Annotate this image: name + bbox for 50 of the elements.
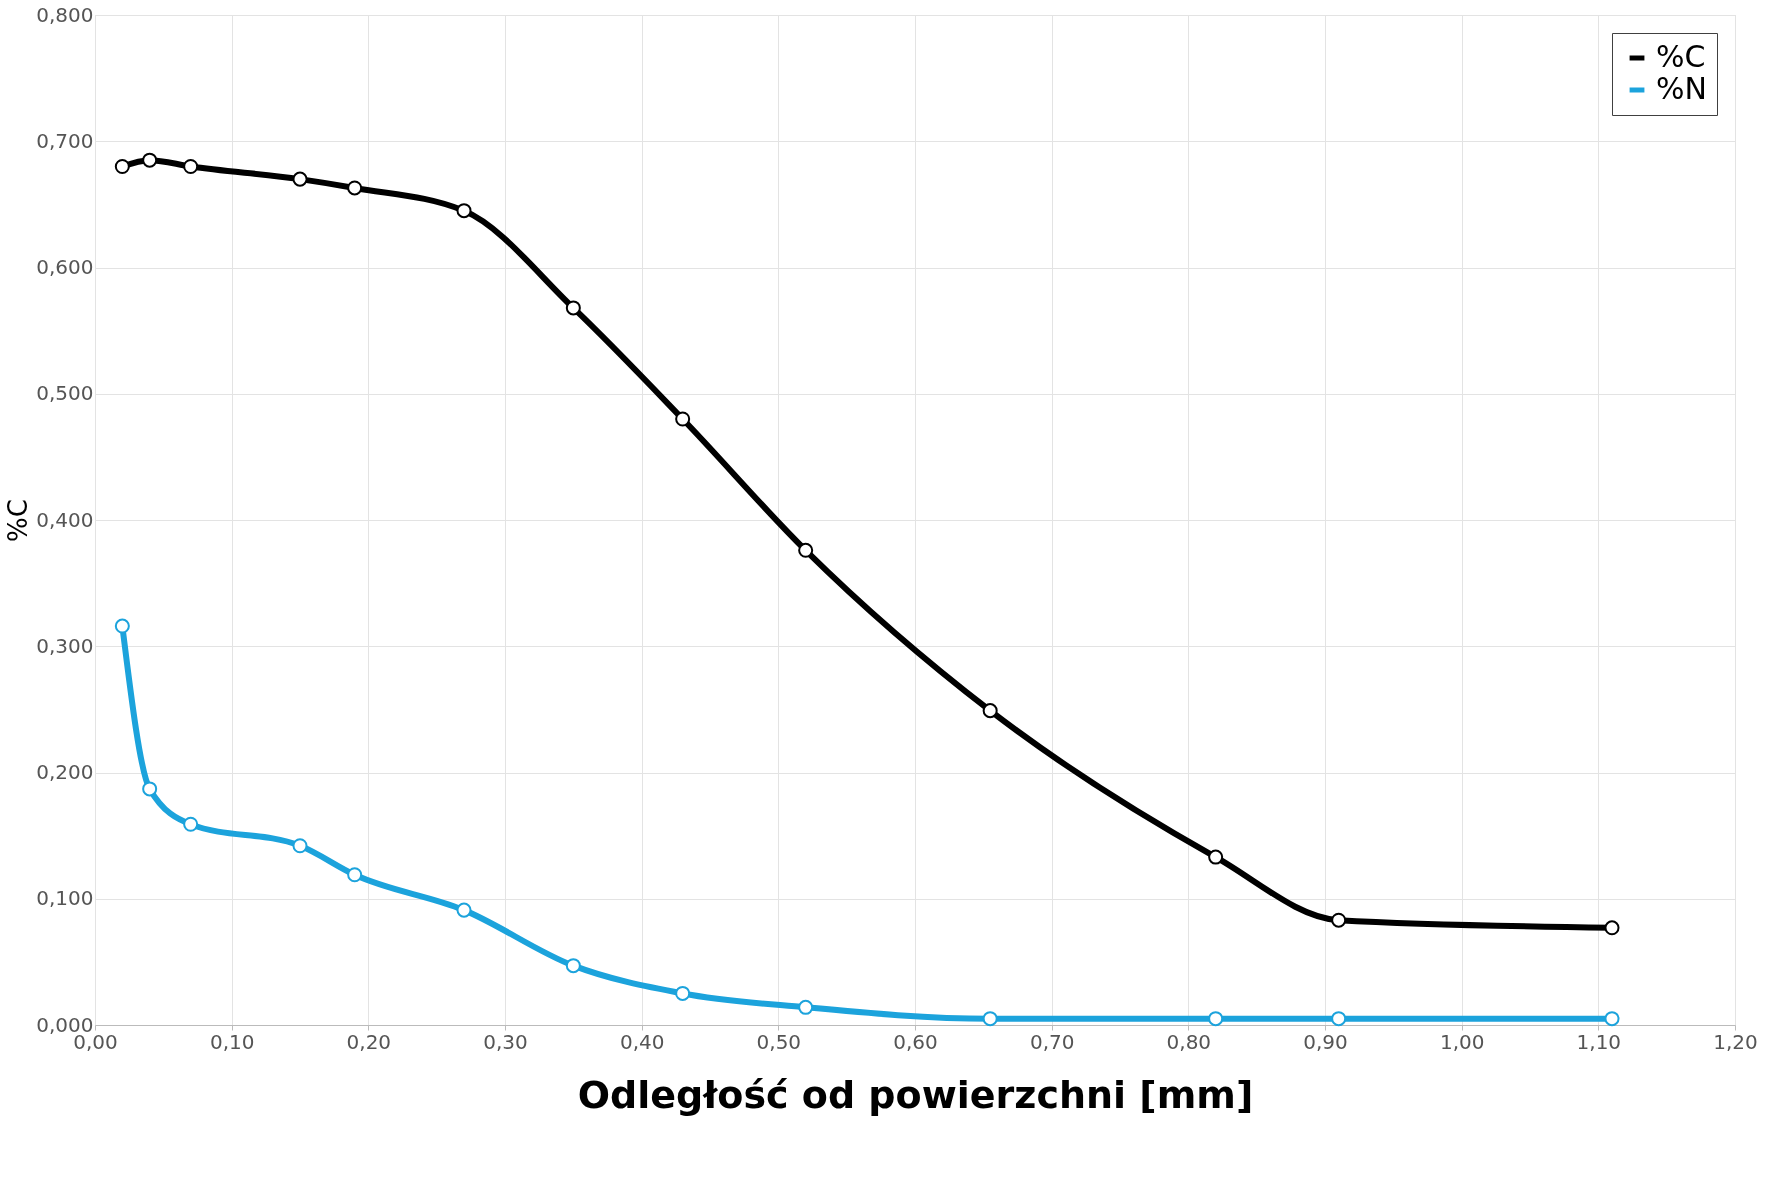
point [347, 180, 363, 196]
point [675, 985, 691, 1001]
point [1208, 849, 1224, 865]
point [1208, 1011, 1224, 1027]
x-tick-label: 0,60 [893, 1029, 938, 1054]
x-tick-label: 1,10 [1576, 1029, 1622, 1054]
point [565, 958, 581, 974]
point [292, 171, 308, 187]
point [183, 816, 199, 832]
point [456, 203, 472, 219]
x-axis-title: Odległość od powierzchni [mm] [577, 1072, 1254, 1117]
point [114, 158, 130, 175]
legend-label: %C [1656, 39, 1706, 74]
y-tick-label: 0,100 [36, 886, 94, 911]
x-tick-label: 0,90 [1303, 1029, 1348, 1054]
x-tick-label: 0,10 [209, 1029, 255, 1054]
point [1604, 920, 1620, 936]
y-tick-label: 0,400 [36, 507, 94, 532]
y-tick-label: 0,300 [36, 633, 94, 658]
x-tick-label: 0,50 [756, 1029, 802, 1054]
x-tick-label: 1,20 [1713, 1029, 1758, 1054]
y-tick-label: 0,200 [36, 760, 94, 784]
point [142, 152, 158, 168]
x-tick-label: 0,30 [483, 1029, 528, 1054]
point [798, 999, 814, 1015]
point [1604, 1011, 1620, 1027]
point [456, 902, 472, 918]
point [982, 1011, 998, 1027]
point [1331, 912, 1347, 928]
x-tick-label: 0,70 [1029, 1029, 1075, 1054]
point [565, 300, 581, 316]
point [142, 781, 158, 797]
y-axis-title: %C [3, 499, 34, 542]
point [798, 542, 814, 558]
point [183, 158, 199, 175]
y-tick-label: 0,800 [36, 2, 94, 27]
point [1331, 1011, 1347, 1027]
y-tick-label: 0,600 [36, 255, 94, 279]
x-tick-label: 0,40 [619, 1029, 665, 1054]
point [675, 411, 691, 427]
y-tick-label: 0,500 [36, 381, 94, 406]
point [114, 618, 130, 634]
point [982, 703, 998, 719]
point [292, 838, 308, 854]
x-tick-label: 0,80 [1166, 1029, 1212, 1054]
x-tick-label: 0,20 [346, 1029, 392, 1054]
point [347, 867, 363, 883]
y-tick-label: 0,700 [36, 128, 94, 153]
legend-label: %N [1656, 71, 1707, 106]
x-tick-label: 1,00 [1439, 1029, 1485, 1054]
